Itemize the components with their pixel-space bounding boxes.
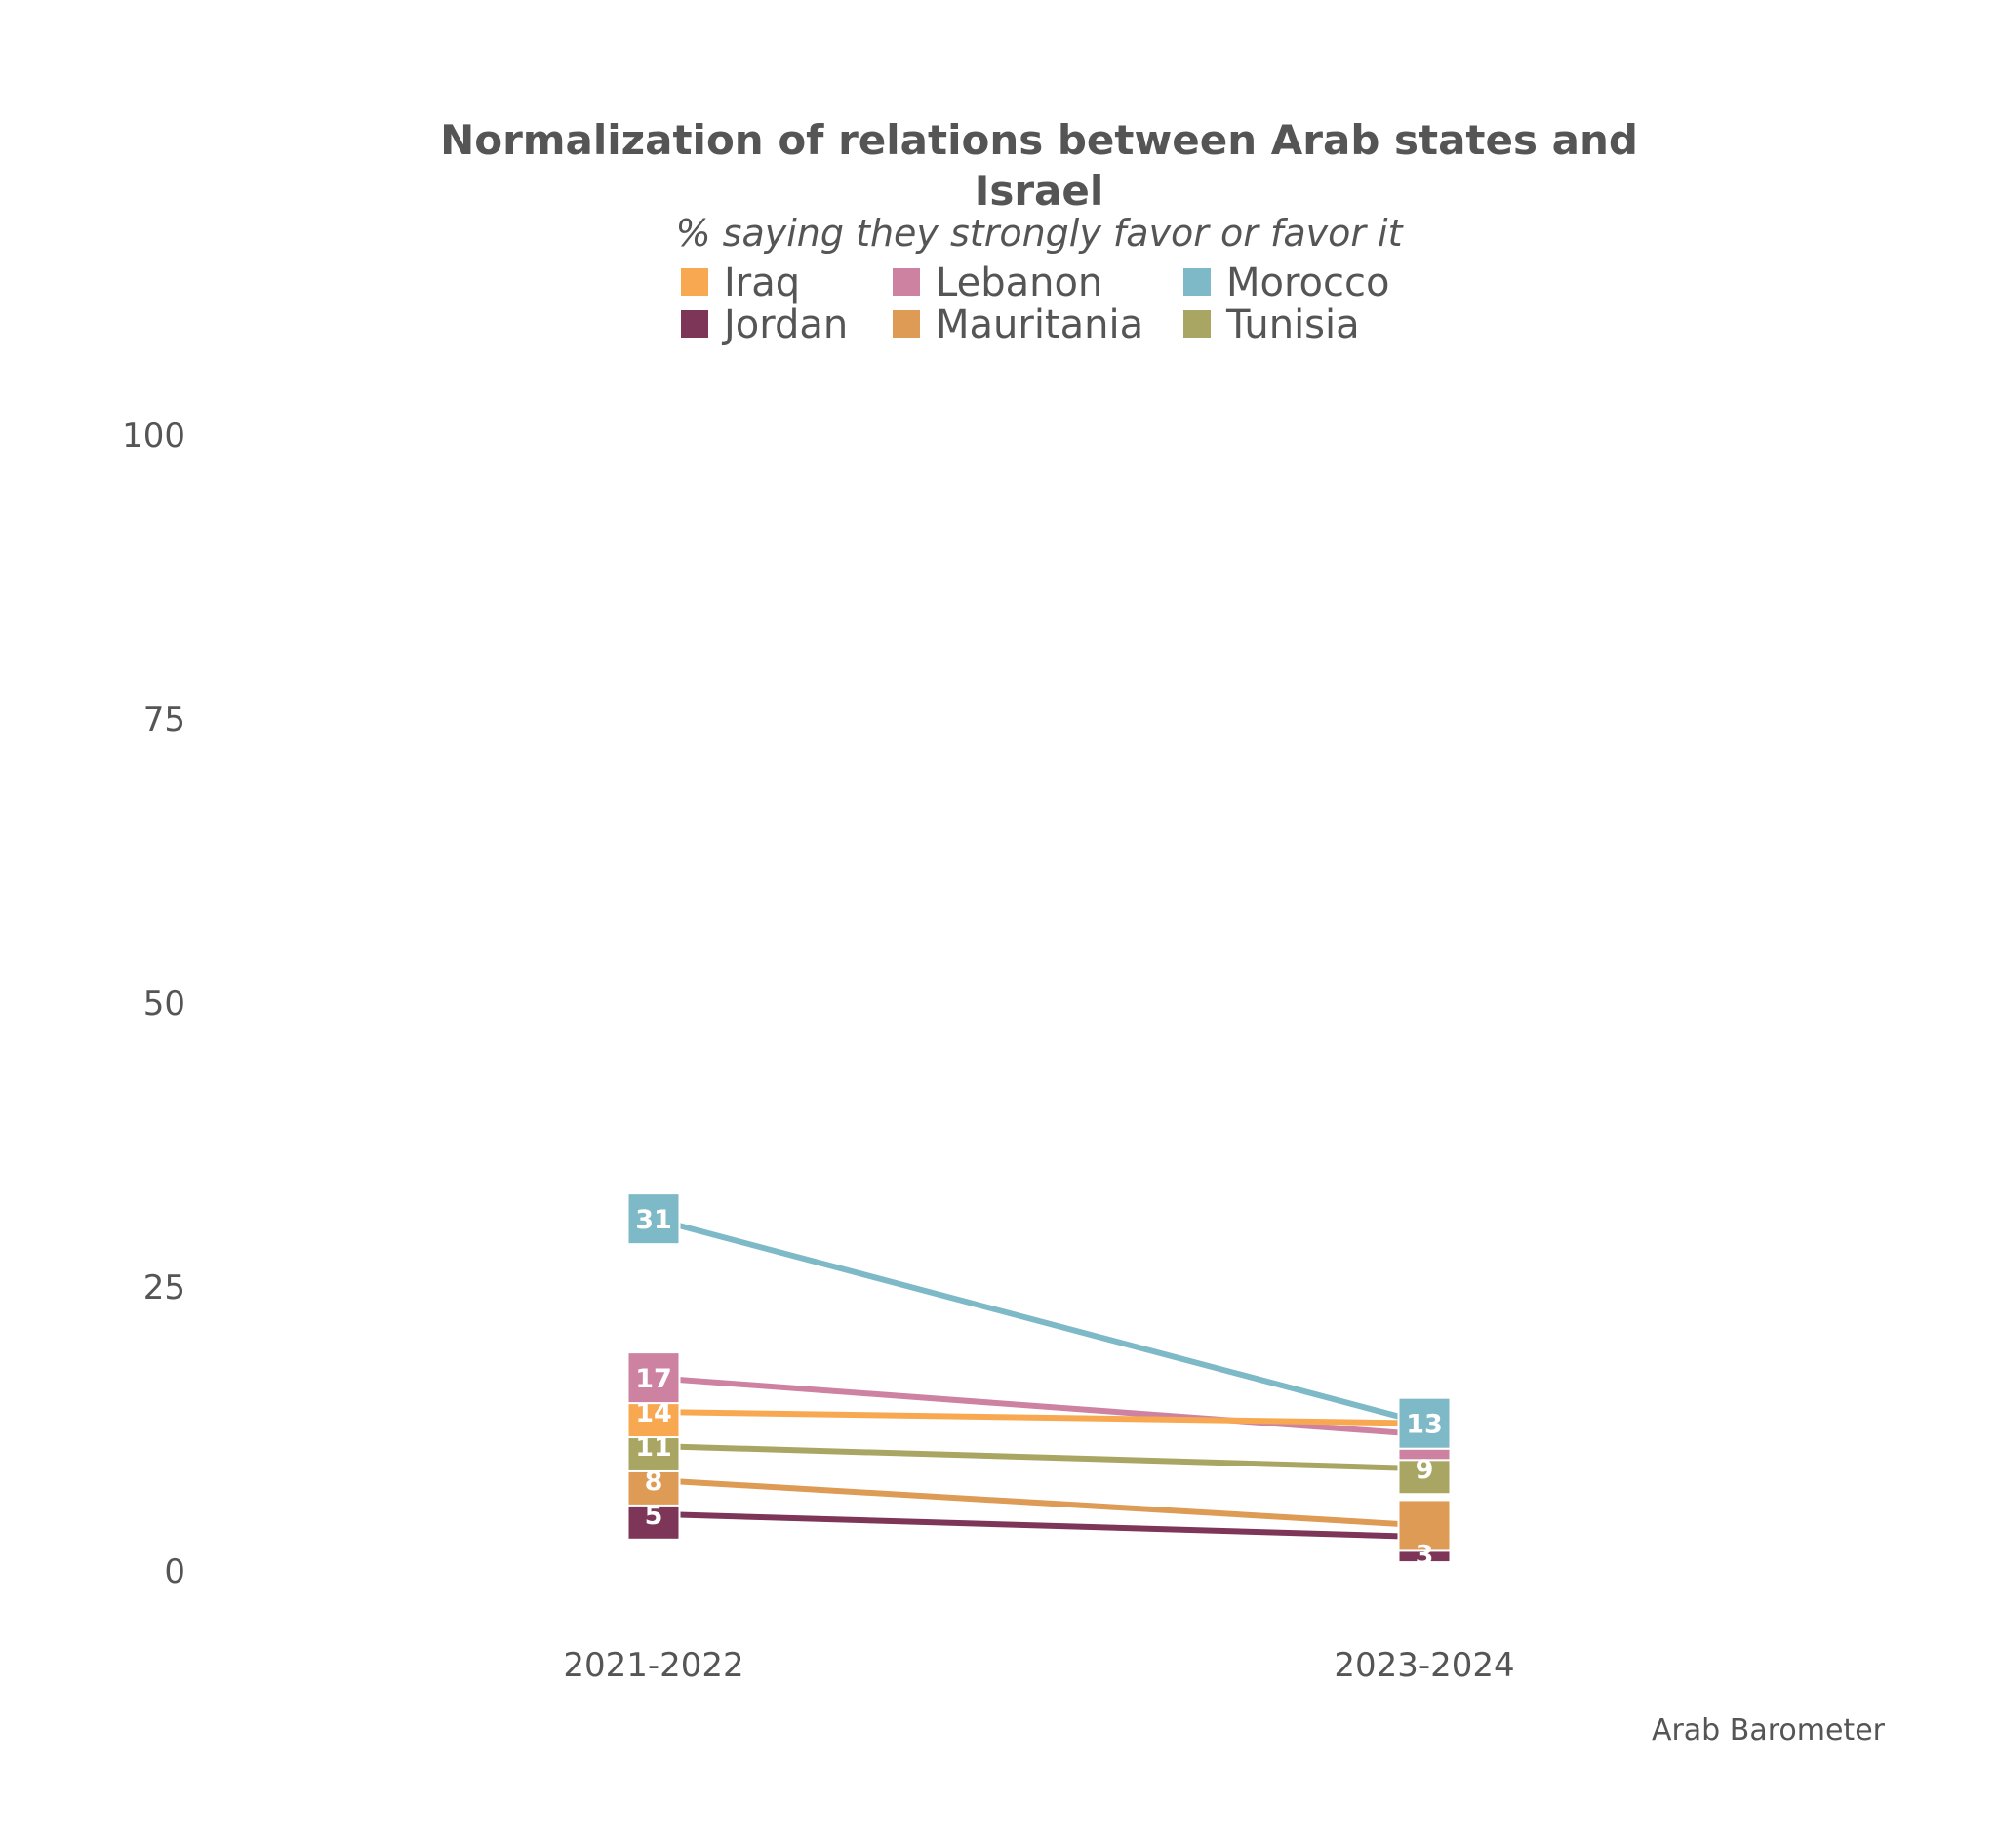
legend-swatch xyxy=(681,310,708,338)
data-label-mauritania: 8 xyxy=(645,1466,663,1497)
legend-item-jordan[interactable]: Jordan xyxy=(681,302,848,347)
data-label-tunisia: 9 xyxy=(1416,1455,1434,1485)
legend-swatch xyxy=(681,268,708,296)
data-label-mauritania: 3 xyxy=(1416,1541,1434,1571)
point-box-lebanon xyxy=(626,1351,681,1405)
data-label-morocco: 31 xyxy=(635,1205,672,1235)
data-label-lebanon: 17 xyxy=(635,1364,672,1394)
series-line-tunisia xyxy=(653,1442,1425,1472)
legend-label: Mauritania xyxy=(936,302,1143,347)
data-label-morocco: 13 xyxy=(1406,1410,1443,1440)
chart-title-line-2: Israel xyxy=(975,167,1104,215)
legend-swatch xyxy=(1183,268,1211,296)
series-line-lebanon xyxy=(653,1375,1425,1438)
data-label-iraq: 14 xyxy=(635,1398,672,1428)
legend-label: Tunisia xyxy=(1225,302,1360,347)
legend-swatch xyxy=(1183,310,1211,338)
legend-swatch xyxy=(893,310,920,338)
legend-item-morocco[interactable]: Morocco xyxy=(1183,261,1389,305)
point-box-morocco xyxy=(626,1192,681,1246)
series-line-iraq xyxy=(653,1409,1425,1426)
series-line-mauritania xyxy=(653,1476,1425,1529)
legend-label: Morocco xyxy=(1226,261,1389,305)
legend-item-iraq[interactable]: Iraq xyxy=(681,261,800,305)
y-tick-label: 0 xyxy=(164,1552,185,1591)
y-tick-label: 75 xyxy=(143,701,185,740)
series-lines xyxy=(653,1216,1425,1541)
legend-label: Jordan xyxy=(721,302,848,347)
legend-item-lebanon[interactable]: Lebanon xyxy=(893,261,1102,305)
data-labels: 5 811 14 17 31 3 9 13 xyxy=(626,1192,1452,1571)
data-label-tunisia: 11 xyxy=(635,1432,672,1463)
x-tick-label: 2021-2022 xyxy=(563,1646,743,1685)
point-box-morocco xyxy=(1397,1396,1452,1450)
y-tick-label: 25 xyxy=(143,1268,185,1307)
y-tick-label: 100 xyxy=(122,417,185,456)
y-tick-label: 50 xyxy=(143,984,185,1024)
legend-swatch xyxy=(893,268,920,296)
data-label-jordan: 5 xyxy=(645,1501,663,1531)
point-box-mauritania xyxy=(1397,1499,1452,1552)
chart-subtitle: % saying they strongly favor or favor it xyxy=(675,212,1404,255)
series-line-jordan xyxy=(653,1510,1425,1541)
x-tick-label: 2023-2024 xyxy=(1334,1646,1514,1685)
legend-item-tunisia[interactable]: Tunisia xyxy=(1183,302,1360,347)
series-line-morocco xyxy=(653,1216,1425,1426)
source-label: Arab Barometer xyxy=(1652,1713,1886,1748)
chart-title-line-1: Normalization of relations between Arab … xyxy=(440,116,1638,164)
legend-item-mauritania[interactable]: Mauritania xyxy=(893,302,1143,347)
x-axis: 2021-2022 2023-2024 xyxy=(563,1646,1514,1685)
legend-label: Lebanon xyxy=(936,261,1102,305)
y-axis: 0 25 50 75 100 xyxy=(122,417,185,1591)
legend-label: Iraq xyxy=(724,261,800,305)
